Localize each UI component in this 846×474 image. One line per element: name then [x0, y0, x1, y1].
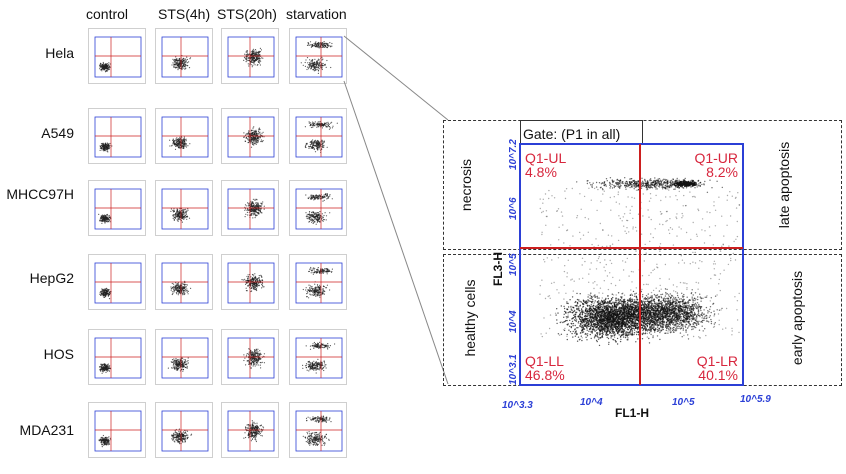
- thumbnail-plot: [289, 329, 347, 385]
- quadrant-ur-name: Q1-UR: [694, 150, 738, 166]
- y-tick-3: 10^6: [508, 197, 519, 220]
- x-tick-3: 10^5.9: [740, 394, 771, 405]
- region-label-necrosis: necrosis: [458, 158, 474, 212]
- thumbnail-plot: [88, 28, 146, 84]
- thumbnail-plot: [155, 108, 213, 164]
- y-tick-4: 10^7.2: [508, 139, 519, 170]
- region-label-healthy-cells: healthy cells: [462, 279, 478, 357]
- row-label-mda231: MDA231: [19, 422, 74, 438]
- thumbnail-plot: [289, 402, 347, 458]
- row-label-hela: Hela: [45, 45, 74, 61]
- x-axis-label: FL1-H: [615, 406, 649, 418]
- y-axis-label: FL3-H: [491, 252, 505, 286]
- thumbnail-plot: [221, 180, 279, 236]
- row-label-mhcc97h: MHCC97H: [6, 186, 74, 202]
- thumbnail-plot: [221, 108, 279, 164]
- gate-label-box: [520, 120, 643, 145]
- enlarged-flow-plot: Gate: (P1 in all) Q1-UL 4.8% Q1-UR 8.2% …: [491, 126, 771, 418]
- thumbnail-plot: [88, 108, 146, 164]
- thumbnail-plot: [88, 329, 146, 385]
- region-label-early-apoptosis: early apoptosis: [789, 270, 805, 366]
- thumbnail-plot: [289, 254, 347, 310]
- thumbnail-plot: [289, 28, 347, 84]
- thumbnail-plot: [155, 180, 213, 236]
- thumbnail-plot: [88, 180, 146, 236]
- x-tick-1: 10^4: [580, 397, 603, 408]
- thumbnail-plot: [155, 28, 213, 84]
- thumbnail-plot: [289, 108, 347, 164]
- thumbnail-plot: [155, 254, 213, 310]
- quadrant-lr-name: Q1-LR: [697, 353, 738, 369]
- y-tick-0: 10^3.1: [508, 354, 519, 385]
- thumbnail-plot: [155, 329, 213, 385]
- thumbnail-plot: [221, 28, 279, 84]
- quadrant-lr-pct: 40.1%: [698, 367, 738, 383]
- gate-label: Gate: (P1 in all): [523, 126, 620, 142]
- x-tick-2: 10^5: [672, 397, 695, 408]
- thumbnail-plot: [88, 254, 146, 310]
- column-header-control: control: [86, 6, 129, 22]
- row-label-hos: HOS: [43, 346, 74, 362]
- y-tick-2: 10^5: [508, 253, 519, 276]
- thumbnail-plot: [155, 402, 213, 458]
- thumbnail-plot: [221, 254, 279, 310]
- thumbnail-plot: [289, 180, 347, 236]
- quadrant-ul-pct: 4.8%: [525, 164, 557, 180]
- quadrant-ll-pct: 46.8%: [525, 367, 565, 383]
- plot-axes-frame: [519, 143, 744, 386]
- quadrant-ll-name: Q1-LL: [525, 353, 564, 369]
- thumbnail-plot: [221, 402, 279, 458]
- quadrant-ul-name: Q1-UL: [525, 150, 566, 166]
- thumbnail-plot: [221, 329, 279, 385]
- column-header-starvation: starvation: [286, 6, 347, 22]
- y-tick-1: 10^4: [508, 310, 519, 333]
- row-label-hepg2: HepG2: [29, 270, 74, 286]
- x-tick-0: 10^3.3: [502, 400, 533, 411]
- column-header-sts4h: STS(4h): [158, 6, 211, 22]
- region-label-late-apoptosis: late apoptosis: [776, 141, 792, 229]
- connector-line-top: [343, 35, 449, 121]
- thumbnail-plot: [88, 402, 146, 458]
- event-dots: [539, 177, 741, 347]
- column-header-sts20h: STS(20h): [217, 6, 277, 22]
- row-label-a549: A549: [41, 125, 74, 141]
- quadrant-ur-pct: 8.2%: [706, 164, 738, 180]
- connector-line-bottom: [343, 80, 449, 385]
